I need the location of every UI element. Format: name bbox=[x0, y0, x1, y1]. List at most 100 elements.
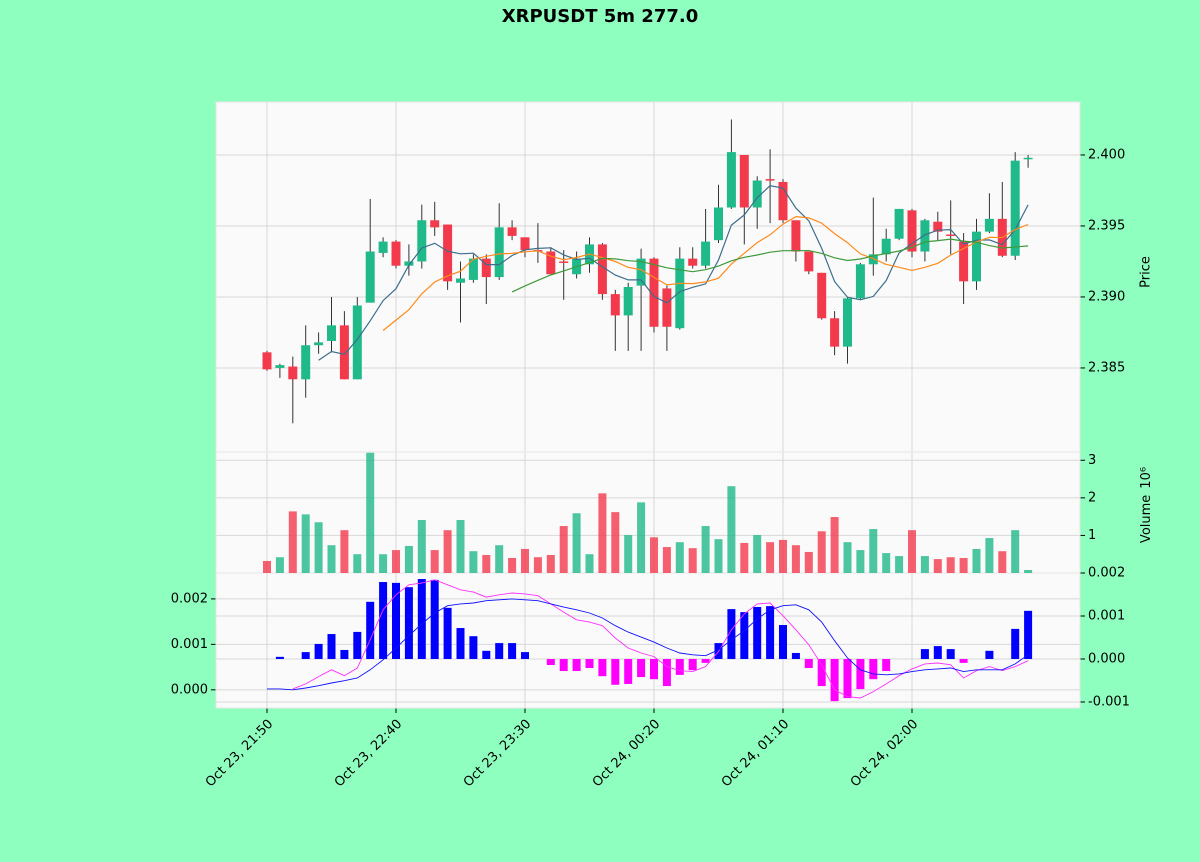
volume-label: Volume bbox=[1139, 495, 1154, 543]
y-tick-label: 2.390 bbox=[1088, 289, 1125, 304]
macd-histogram-bar bbox=[572, 658, 581, 672]
panel-frame bbox=[215, 572, 1081, 709]
candle-body bbox=[855, 264, 865, 299]
macd-histogram-bar bbox=[830, 658, 839, 702]
macd-histogram-bar bbox=[856, 658, 865, 690]
candle-body bbox=[739, 154, 749, 208]
candle-body bbox=[443, 224, 453, 282]
volume-bar bbox=[611, 512, 620, 573]
macd-histogram-bar bbox=[624, 658, 633, 684]
volume-bar bbox=[392, 550, 400, 573]
candle-body bbox=[791, 220, 801, 252]
candle-body bbox=[494, 227, 504, 278]
volume-bar bbox=[766, 542, 775, 573]
candle-body bbox=[972, 231, 981, 282]
candle-body bbox=[662, 288, 672, 327]
volume-bar bbox=[521, 548, 529, 573]
volume-bar bbox=[353, 554, 362, 573]
macd-histogram-bar bbox=[379, 582, 388, 659]
volume-bar bbox=[443, 530, 452, 573]
volume-bar bbox=[469, 551, 478, 573]
y-tick-label: -0.001 bbox=[1088, 694, 1130, 709]
volume-bar bbox=[263, 560, 271, 573]
candle-body bbox=[688, 258, 698, 266]
macd-histogram-bar bbox=[766, 606, 775, 659]
macd-histogram-bar bbox=[598, 658, 607, 677]
macd-histogram-bar bbox=[740, 612, 749, 659]
macd-histogram-bar bbox=[275, 656, 284, 659]
macd-histogram-bar bbox=[456, 628, 465, 659]
candle-body bbox=[378, 241, 388, 253]
candle-body bbox=[339, 325, 349, 380]
macd-histogram-bar bbox=[843, 658, 852, 699]
macd-histogram-bar bbox=[791, 652, 800, 659]
y-tick-label: 0.000 bbox=[171, 682, 208, 697]
volume-bar bbox=[959, 557, 968, 573]
moving-average bbox=[511, 238, 1029, 293]
volume-bar bbox=[301, 514, 310, 573]
candle-body bbox=[314, 342, 324, 346]
volume-bar bbox=[972, 548, 981, 573]
candle-body bbox=[404, 261, 414, 266]
macd-histogram-bar bbox=[546, 658, 555, 666]
volume-bar bbox=[366, 452, 375, 573]
macd-histogram-bar bbox=[430, 579, 439, 659]
volume-bar bbox=[624, 535, 633, 573]
candle-body bbox=[714, 207, 723, 241]
volume-bar bbox=[572, 513, 581, 573]
candle-body bbox=[365, 251, 375, 303]
candle-body bbox=[430, 220, 440, 228]
moving-average bbox=[318, 184, 1029, 361]
volume-bar bbox=[675, 542, 684, 573]
y-tick-label: 0.001 bbox=[1088, 608, 1125, 623]
volume-bar bbox=[482, 554, 491, 573]
candle-body bbox=[559, 261, 569, 263]
macd-histogram-bar bbox=[753, 606, 762, 659]
y-tick-label: 0.002 bbox=[171, 591, 208, 606]
volume-bar bbox=[340, 530, 349, 573]
macd-histogram-bar bbox=[327, 634, 336, 659]
volume-bar bbox=[753, 535, 762, 573]
candle-body bbox=[765, 179, 775, 181]
macd-line bbox=[267, 598, 1029, 691]
macd-histogram-bar bbox=[611, 658, 620, 685]
candle-body bbox=[417, 220, 427, 262]
macd-histogram-bar bbox=[495, 643, 504, 659]
macd-histogram-bar bbox=[1024, 610, 1033, 659]
candle-body bbox=[946, 234, 956, 236]
volume-scale: 10⁶ bbox=[1139, 467, 1154, 489]
macd-histogram-bar bbox=[946, 649, 955, 659]
candle-body bbox=[520, 237, 530, 251]
macd-histogram-bar bbox=[301, 652, 310, 659]
candle-body bbox=[817, 272, 827, 319]
macd-histogram-bar bbox=[959, 658, 968, 663]
y-tick-label: 3 bbox=[1088, 453, 1096, 468]
volume-bar bbox=[327, 545, 336, 573]
volume-bar bbox=[508, 557, 517, 573]
volume-bar bbox=[895, 556, 904, 573]
volume-bar bbox=[650, 537, 658, 573]
price-axis-label: Price bbox=[1139, 256, 1154, 288]
macd-histogram-bar bbox=[314, 643, 323, 659]
candle-body bbox=[546, 251, 556, 275]
volume-bar bbox=[740, 542, 749, 573]
candle-body bbox=[830, 318, 840, 347]
macd-histogram-bar bbox=[417, 579, 426, 659]
x-tick-label: Oct 24, 02:00 bbox=[848, 717, 921, 790]
volume-bar bbox=[946, 557, 955, 573]
volume-bar bbox=[933, 559, 942, 573]
candle-body bbox=[391, 241, 401, 266]
volume-bar bbox=[533, 557, 542, 573]
candle-body bbox=[262, 352, 272, 370]
candle-body bbox=[843, 298, 852, 347]
volume-axis-label: Volume 10⁶ bbox=[1139, 467, 1154, 543]
candle-body bbox=[352, 305, 362, 380]
x-tick-label: Oct 24, 01:10 bbox=[719, 717, 792, 790]
volume-bar bbox=[546, 554, 555, 573]
volume-bar bbox=[275, 557, 284, 573]
macd-histogram-bar bbox=[443, 607, 452, 659]
candle-body bbox=[623, 287, 633, 316]
macd-histogram-bar bbox=[340, 649, 349, 659]
candle-body bbox=[507, 227, 517, 236]
